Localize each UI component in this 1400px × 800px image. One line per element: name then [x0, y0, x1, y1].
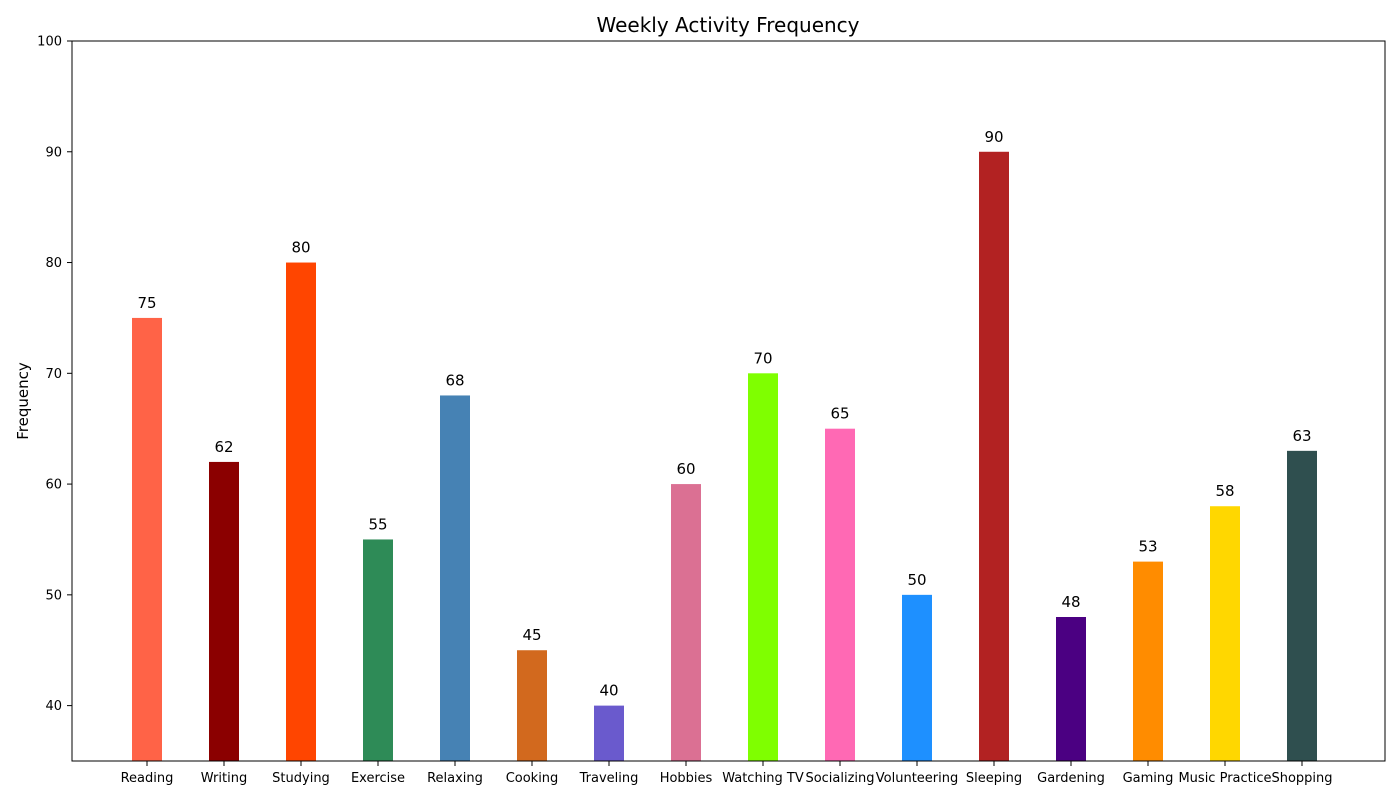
bar: [825, 428, 855, 761]
bar-value-label: 62: [214, 438, 233, 456]
y-tick-label: 70: [45, 367, 62, 382]
x-tick-label: Reading: [121, 771, 174, 786]
bar: [363, 539, 393, 761]
x-tick-label: Cooking: [506, 771, 559, 786]
bar-value-label: 65: [830, 405, 849, 423]
bar: [1056, 617, 1086, 761]
y-tick-label: 60: [45, 478, 62, 493]
y-tick-label: 50: [45, 588, 62, 603]
x-tick-label: Music Practice: [1178, 771, 1271, 786]
bar-value-label: 70: [753, 349, 772, 367]
x-tick-label: Writing: [201, 771, 247, 786]
x-tick-label: Gardening: [1037, 771, 1105, 786]
bar: [902, 594, 932, 761]
y-tick-label: 40: [45, 699, 62, 714]
bar: [517, 650, 547, 761]
x-tick-label: Relaxing: [427, 771, 483, 786]
bar: [440, 395, 470, 761]
bar: [979, 151, 1009, 761]
bar-value-label: 63: [1292, 427, 1311, 445]
plot-frame: [71, 40, 1386, 762]
bar-value-label: 40: [599, 682, 618, 700]
bar-value-label: 68: [445, 371, 464, 389]
x-tick-label: Shopping: [1271, 771, 1332, 786]
bar-value-label: 53: [1138, 538, 1157, 556]
bar: [1133, 561, 1163, 761]
bar: [209, 461, 239, 761]
x-tick-label: Traveling: [579, 771, 639, 786]
bar: [748, 373, 778, 761]
bar-value-label: 75: [137, 294, 156, 312]
bar-value-label: 90: [984, 128, 1003, 146]
bar-value-label: 55: [368, 515, 387, 533]
bar: [594, 705, 624, 761]
bar-value-label: 45: [522, 626, 541, 644]
x-tick-label: Sleeping: [966, 771, 1022, 786]
y-tick-label: 90: [45, 145, 62, 160]
x-tick-label: Hobbies: [660, 771, 713, 786]
chart-title: Weekly Activity Frequency: [596, 13, 859, 37]
x-tick-label: Studying: [272, 771, 330, 786]
x-tick-label: Watching TV: [722, 771, 804, 786]
x-tick-label: Socializing: [805, 771, 874, 786]
bar: [286, 262, 316, 761]
bar-value-label: 58: [1215, 482, 1234, 500]
bar-value-label: 80: [291, 239, 310, 257]
bar-value-label: 48: [1061, 593, 1080, 611]
x-tick-label: Gaming: [1123, 771, 1174, 786]
bar: [132, 317, 162, 761]
bar: [1287, 450, 1317, 761]
x-tick-label: Exercise: [351, 771, 405, 786]
plot-area: 40 50 60 70 80 90 100 75 Reading 62 Writing 80 Study…: [37, 35, 1332, 787]
bar-value-label: 60: [676, 460, 695, 478]
bar: [1210, 506, 1240, 761]
y-tick-label: 80: [45, 256, 62, 271]
y-axis-label: Frequency: [14, 362, 32, 440]
x-tick-label: Volunteering: [876, 771, 958, 786]
y-tick-label: 100: [37, 35, 62, 50]
bar: [671, 484, 701, 761]
bar-value-label: 50: [907, 571, 926, 589]
